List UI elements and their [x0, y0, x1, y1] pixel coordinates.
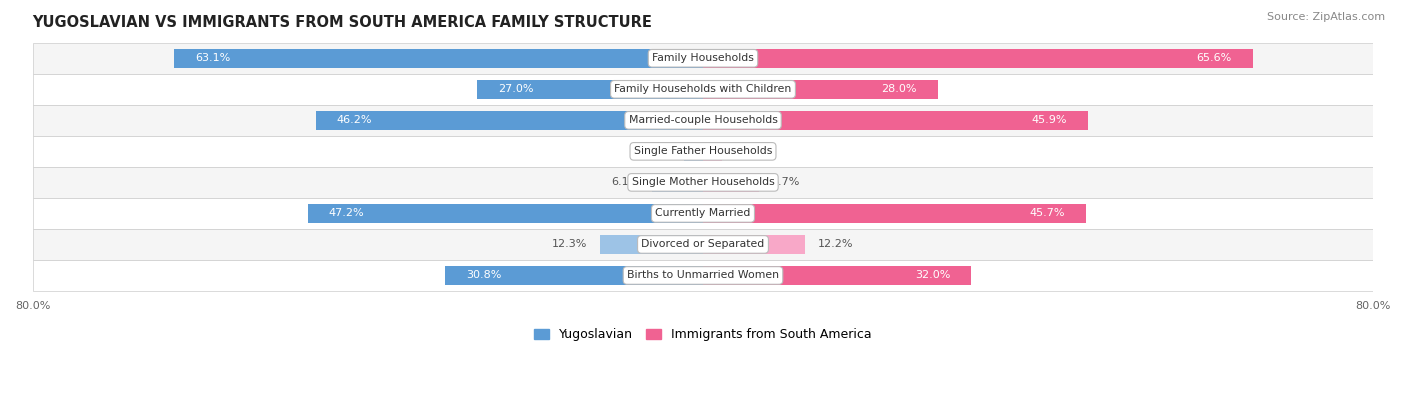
Bar: [32, 167, 1374, 198]
Text: Divorced or Separated: Divorced or Separated: [641, 239, 765, 249]
Bar: [32, 136, 1374, 167]
Bar: [32, 198, 1374, 229]
Text: 30.8%: 30.8%: [465, 271, 502, 280]
Text: 12.3%: 12.3%: [553, 239, 588, 249]
Text: 6.7%: 6.7%: [772, 177, 800, 187]
Bar: [703, 111, 1088, 130]
Bar: [174, 49, 703, 68]
Legend: Yugoslavian, Immigrants from South America: Yugoslavian, Immigrants from South Ameri…: [530, 323, 876, 346]
Bar: [703, 235, 806, 254]
Bar: [477, 80, 703, 99]
Text: YUGOSLAVIAN VS IMMIGRANTS FROM SOUTH AMERICA FAMILY STRUCTURE: YUGOSLAVIAN VS IMMIGRANTS FROM SOUTH AME…: [32, 15, 652, 30]
Bar: [703, 142, 723, 161]
Text: 63.1%: 63.1%: [195, 53, 231, 63]
Bar: [703, 49, 1253, 68]
Bar: [32, 43, 1374, 74]
Bar: [683, 142, 703, 161]
Bar: [652, 173, 703, 192]
Bar: [308, 204, 703, 223]
Text: Family Households: Family Households: [652, 53, 754, 63]
Bar: [32, 229, 1374, 260]
Text: Single Mother Households: Single Mother Households: [631, 177, 775, 187]
Bar: [600, 235, 703, 254]
Text: 28.0%: 28.0%: [882, 84, 917, 94]
Text: 12.2%: 12.2%: [818, 239, 853, 249]
Text: 46.2%: 46.2%: [337, 115, 373, 125]
Text: Married-couple Households: Married-couple Households: [628, 115, 778, 125]
Text: Currently Married: Currently Married: [655, 209, 751, 218]
Bar: [316, 111, 703, 130]
Bar: [32, 105, 1374, 136]
Text: Source: ZipAtlas.com: Source: ZipAtlas.com: [1267, 12, 1385, 22]
Text: 27.0%: 27.0%: [498, 84, 533, 94]
Bar: [32, 260, 1374, 291]
Text: 65.6%: 65.6%: [1197, 53, 1232, 63]
Bar: [32, 74, 1374, 105]
Text: 45.7%: 45.7%: [1029, 209, 1064, 218]
Text: 6.1%: 6.1%: [612, 177, 640, 187]
Text: Single Father Households: Single Father Households: [634, 147, 772, 156]
Bar: [444, 266, 703, 285]
Text: Family Households with Children: Family Households with Children: [614, 84, 792, 94]
Text: 2.3%: 2.3%: [643, 147, 671, 156]
Text: 2.3%: 2.3%: [735, 147, 763, 156]
Text: Births to Unmarried Women: Births to Unmarried Women: [627, 271, 779, 280]
Text: 32.0%: 32.0%: [915, 271, 950, 280]
Bar: [703, 266, 972, 285]
Bar: [703, 173, 759, 192]
Bar: [703, 80, 938, 99]
Text: 47.2%: 47.2%: [329, 209, 364, 218]
Text: 45.9%: 45.9%: [1031, 115, 1067, 125]
Bar: [703, 204, 1085, 223]
